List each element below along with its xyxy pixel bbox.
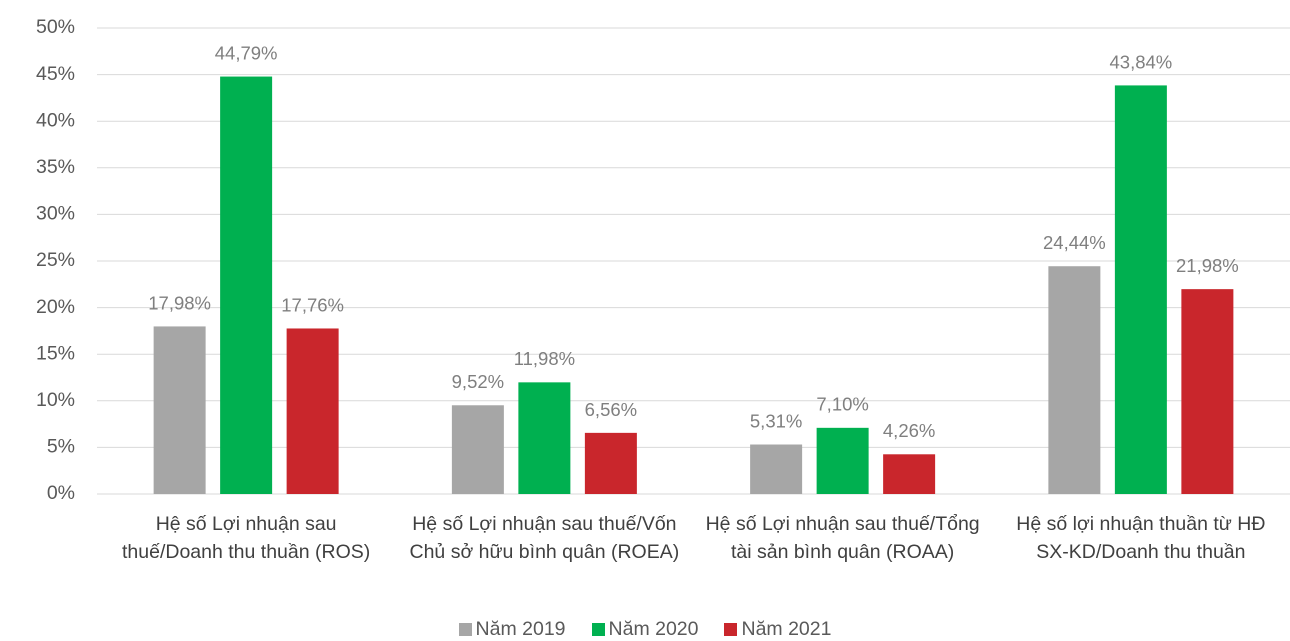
bar bbox=[153, 326, 206, 494]
data-label: 7,10% bbox=[816, 394, 868, 415]
bar bbox=[584, 432, 637, 494]
data-label: 5,31% bbox=[750, 410, 802, 431]
y-tick-label: 45% bbox=[36, 63, 75, 85]
bar bbox=[1114, 85, 1167, 495]
data-label: 6,56% bbox=[585, 399, 637, 420]
legend-label: Năm 2021 bbox=[741, 618, 832, 640]
y-tick-label: 5% bbox=[47, 436, 75, 458]
bar bbox=[883, 454, 936, 494]
x-tick-label: Hệ số Lợi nhuận sau thuế/Doanh thu thuần… bbox=[122, 513, 371, 563]
y-tick-label: 50% bbox=[36, 16, 75, 38]
legend-item: Năm 2019 bbox=[458, 618, 566, 641]
data-label: 17,76% bbox=[281, 294, 344, 315]
legend-item: Năm 2020 bbox=[591, 618, 699, 641]
data-label: 4,26% bbox=[883, 420, 935, 441]
legend-swatch bbox=[591, 623, 605, 636]
bar bbox=[816, 427, 869, 494]
data-label: 24,44% bbox=[1043, 232, 1106, 253]
data-label: 43,84% bbox=[1110, 51, 1173, 72]
y-tick-label: 25% bbox=[36, 249, 75, 271]
y-tick-label: 30% bbox=[36, 203, 75, 225]
data-label: 17,98% bbox=[148, 292, 211, 313]
y-tick-label: 35% bbox=[36, 156, 75, 178]
legend-item: Năm 2021 bbox=[724, 618, 831, 641]
y-tick-label: 0% bbox=[47, 482, 75, 504]
x-tick-label: Hệ số Lợi nhuận sau thuế/Vốn Chủ sở hữu … bbox=[409, 513, 680, 563]
x-tick-label: Hệ số lợi nhuận thuần từ HĐ SX-KD/Doanh … bbox=[1016, 513, 1266, 563]
legend-swatch bbox=[458, 623, 472, 636]
legend: Năm 2019 Năm 2020 Năm 2021 bbox=[0, 618, 1290, 641]
data-label: 11,98% bbox=[514, 348, 575, 369]
bar bbox=[750, 444, 803, 494]
bar bbox=[1181, 289, 1234, 494]
legend-label: Năm 2020 bbox=[608, 618, 699, 640]
data-label: 9,52% bbox=[452, 371, 504, 392]
y-tick-label: 40% bbox=[36, 109, 75, 131]
data-label: 21,98% bbox=[1176, 255, 1239, 276]
y-tick-label: 20% bbox=[36, 296, 75, 318]
data-label: 44,79% bbox=[215, 42, 278, 63]
bar bbox=[518, 382, 571, 494]
y-tick-label: 10% bbox=[36, 389, 75, 411]
legend-swatch bbox=[724, 623, 738, 636]
x-tick-label: Hệ số Lợi nhuận sau thuế/Tổng tài sản bì… bbox=[705, 513, 980, 563]
bar bbox=[286, 328, 339, 494]
bar bbox=[220, 76, 273, 495]
bar bbox=[1048, 266, 1101, 494]
y-tick-label: 15% bbox=[36, 342, 75, 364]
legend-label: Năm 2019 bbox=[475, 618, 566, 640]
bar bbox=[451, 405, 504, 494]
